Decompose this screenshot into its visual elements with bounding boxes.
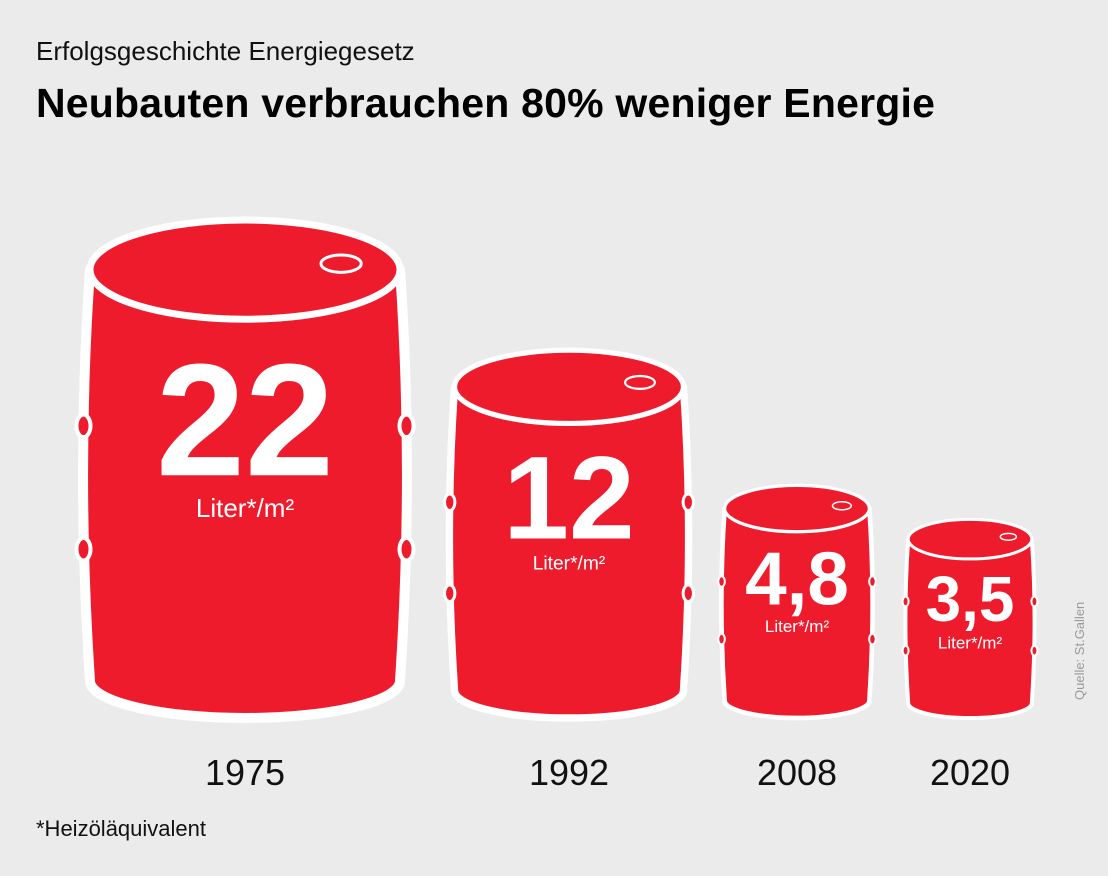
value-label: 22 (156, 330, 334, 509)
bung-hole (999, 532, 1018, 541)
source-label: Quelle: St.Gallen (1072, 601, 1087, 700)
unit-label: Liter*/m² (533, 553, 606, 574)
barrel-rib (397, 412, 416, 440)
barrel-rib (868, 632, 877, 646)
barrel-rib (74, 536, 93, 563)
bung-hole (623, 374, 656, 390)
year-label: 1992 (529, 752, 609, 793)
barrel-rib (717, 632, 726, 646)
barrel-rib (868, 575, 877, 588)
bung-hole (319, 253, 363, 274)
barrel-rib (901, 595, 910, 608)
footnote: *Heizöläquivalent (36, 816, 206, 841)
barrel-lid (86, 216, 404, 323)
value-label: 4,8 (745, 537, 849, 621)
chart-kicker: Erfolgsgeschichte Energiegesetz (36, 36, 415, 66)
chart-title: Neubauten verbrauchen 80% weniger Energi… (36, 80, 936, 126)
barrel-lid (451, 347, 687, 427)
barrel-rib (1030, 595, 1039, 608)
unit-label: Liter*/m² (765, 617, 830, 636)
barrel-rib (74, 412, 93, 440)
barrel-rib (443, 492, 457, 512)
barrel-rib (1030, 644, 1039, 657)
value-label: 12 (503, 433, 634, 565)
unit-label: Liter*/m² (938, 633, 1003, 652)
unit-label: Liter*/m² (196, 493, 295, 523)
year-label: 2020 (930, 752, 1010, 793)
value-label: 3,5 (926, 563, 1015, 635)
bung-hole (831, 500, 853, 511)
barrel-rib (681, 583, 695, 604)
barrel-rib (717, 575, 726, 588)
barrel-lid (906, 517, 1034, 561)
barrel-rib (443, 583, 457, 604)
barrel-rib (397, 536, 416, 563)
barrel-rib (681, 492, 695, 512)
year-label: 2008 (757, 752, 837, 793)
barrel-rib (901, 644, 910, 657)
barrel-lid (722, 483, 872, 534)
year-label: 1975 (205, 752, 285, 793)
